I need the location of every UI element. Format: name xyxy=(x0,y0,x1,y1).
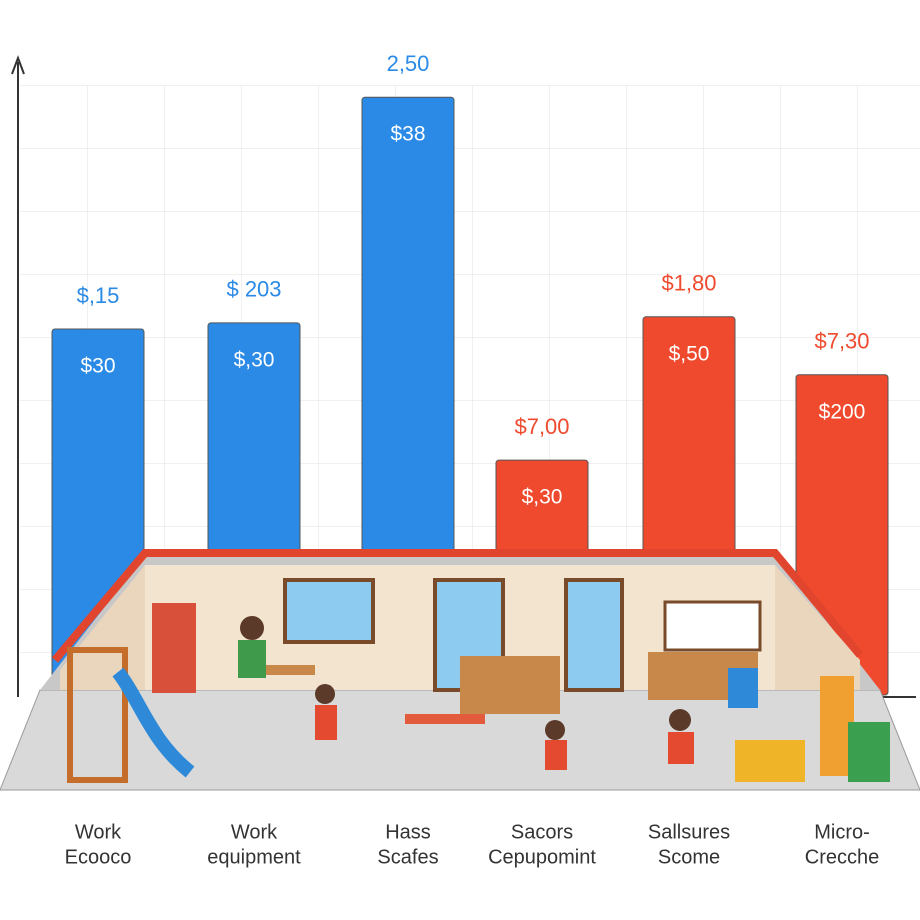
x-tick-label: equipment xyxy=(207,846,301,868)
bar-label: $200 xyxy=(819,400,866,423)
x-tick-label: Ecooco xyxy=(65,846,132,868)
x-tick-label: Sacors xyxy=(511,821,573,843)
bar-label: $,30 xyxy=(522,486,563,509)
x-tick-label: Crecche xyxy=(805,846,879,868)
top-label: $,15 xyxy=(77,283,120,308)
x-tick-label: Micro- xyxy=(814,821,870,843)
x-tick-label: Hass xyxy=(385,821,431,843)
bar-label: $30 xyxy=(80,355,115,378)
x-tick-label: Cepupomint xyxy=(488,846,596,868)
top-label: $ 203 xyxy=(226,277,281,302)
bar-label: $38 xyxy=(390,123,425,146)
top-label: $7,30 xyxy=(814,329,869,354)
bar-label: $,50 xyxy=(669,342,710,365)
top-label: $7,00 xyxy=(514,414,569,439)
top-label: $1,80 xyxy=(661,271,716,296)
top-label: 2,50 xyxy=(387,51,430,76)
bar-label: $,30 xyxy=(234,348,275,371)
x-tick-label: Work xyxy=(75,821,122,843)
x-tick-label: Work xyxy=(231,821,278,843)
x-tick-label: Sallsures xyxy=(648,821,730,843)
axis-arrow xyxy=(11,55,25,75)
x-tick-label: Scafes xyxy=(377,846,438,868)
x-tick-label: Scome xyxy=(658,846,720,868)
room-illustration xyxy=(0,549,920,791)
